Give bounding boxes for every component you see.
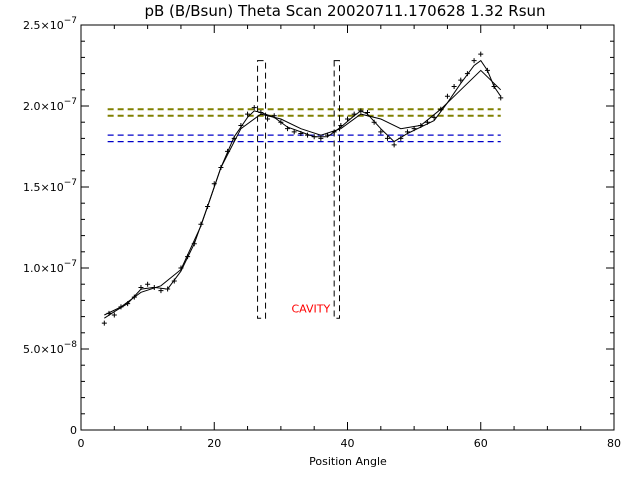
y-tick-label: 1.5×10−7 (23, 178, 77, 194)
chart-title: pB (B/Bsun) Theta Scan 20020711.170628 1… (144, 2, 545, 20)
y-tick-label: 5.0×10−8 (23, 340, 77, 356)
cavity-label: CAVITY (291, 303, 330, 316)
x-tick-label: 80 (607, 437, 621, 450)
data-point (444, 93, 450, 99)
data-point (391, 142, 397, 148)
data-point (251, 105, 257, 111)
cavity-boxes (257, 60, 341, 319)
x-tick-label: 60 (474, 437, 488, 450)
data-series (101, 51, 504, 326)
data-point (145, 281, 151, 287)
data-point (345, 116, 350, 122)
cavity-box-2 (333, 60, 341, 319)
y-tick-label: 2.5×10−7 (23, 16, 77, 32)
data-point (384, 135, 390, 141)
x-axis: 0 20 40 60 80 (78, 25, 621, 450)
data-point (471, 58, 477, 64)
series-line-2 (104, 59, 502, 319)
data-point (451, 84, 457, 90)
plot-frame (80, 24, 615, 431)
data-point (371, 119, 377, 125)
data-point (211, 181, 217, 187)
x-axis-label: Position Angle (309, 455, 387, 468)
data-point (101, 320, 107, 326)
y-tick-label: 2.0×10−7 (23, 97, 77, 113)
y-tick-label: 1.0×10−7 (23, 259, 77, 275)
data-point (478, 51, 484, 57)
x-tick-label: 40 (341, 437, 355, 450)
data-point (378, 129, 384, 135)
y-axis: 0 5.0×10−8 1.0×10−7 1.5×10−7 2.0×10−7 2.5×10−… (23, 16, 614, 437)
data-point (291, 129, 297, 135)
series-line-3 (104, 69, 502, 316)
y-tick-label: 0 (70, 424, 77, 437)
data-point (265, 116, 271, 122)
annotations: CAVITY (291, 303, 330, 316)
data-point (158, 288, 164, 294)
reference-lines (107, 108, 501, 143)
data-point (431, 114, 437, 120)
data-point (111, 312, 117, 318)
x-tick-label: 20 (207, 437, 221, 450)
data-point (458, 77, 464, 83)
data-point (245, 111, 251, 117)
x-tick-label: 0 (78, 437, 85, 450)
cavity-box-1 (257, 60, 267, 319)
